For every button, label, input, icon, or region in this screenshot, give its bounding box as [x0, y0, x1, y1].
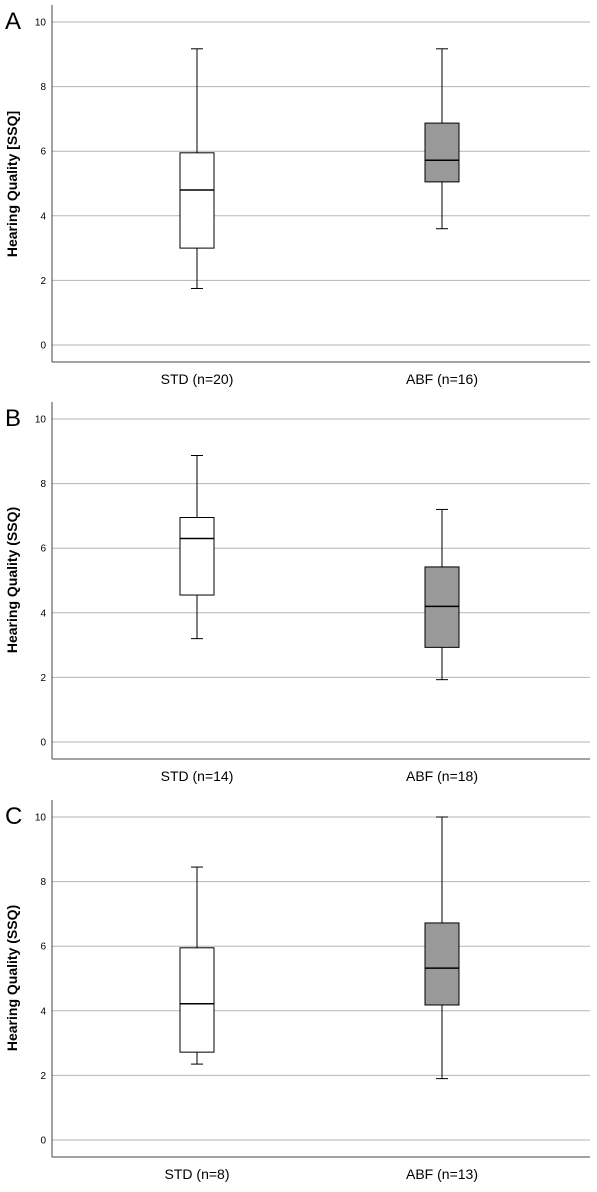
y-axis-label: Hearing Quality (SSQ)	[4, 507, 20, 653]
y-tick-label: 10	[35, 813, 47, 824]
y-tick-label: 8	[40, 877, 46, 888]
y-tick-label: 6	[40, 147, 46, 158]
y-tick-label: 0	[40, 341, 46, 352]
y-tick-label: 8	[40, 479, 46, 490]
x-category-label: ABF (n=18)	[406, 768, 478, 784]
y-tick-label: 6	[40, 942, 46, 953]
box-std	[179, 866, 215, 1065]
x-category-label: STD (n=8)	[165, 1166, 230, 1182]
y-tick-label: 4	[40, 608, 46, 619]
chart-panel-c: C 0 2 4 6 8 10 Hearing Quality (SSQ) STD (n=8) AB…	[4, 800, 590, 1182]
iqr-box	[179, 517, 215, 596]
y-tick-label: 6	[40, 544, 46, 555]
panel-label: A	[5, 8, 21, 35]
y-tick-label: 4	[40, 211, 46, 222]
box-abf	[424, 508, 460, 681]
iqr-box	[424, 122, 460, 183]
y-tick-label: 10	[35, 415, 47, 426]
y-tick-label: 0	[40, 738, 46, 749]
iqr-box	[424, 922, 460, 1006]
x-category-label: STD (n=14)	[161, 768, 234, 784]
box-abf	[424, 48, 460, 230]
panel-label: B	[5, 405, 21, 432]
box-abf	[424, 816, 460, 1080]
y-tick-label: 2	[40, 1071, 46, 1082]
y-tick-label: 0	[40, 1136, 46, 1147]
y-tick-label: 8	[40, 82, 46, 93]
chart-panel-a: A 0 2 4 6 8 10 Hearing Quality [SSQ] STD (n=20) A…	[4, 5, 590, 387]
iqr-box	[424, 566, 460, 648]
y-tick-label: 10	[35, 18, 47, 29]
y-tick-label: 4	[40, 1006, 46, 1017]
y-tick-label: 2	[40, 673, 46, 684]
box-std	[179, 48, 215, 289]
x-category-label: STD (n=20)	[161, 371, 234, 387]
chart-panel-b: B 0 2 4 6 8 10 Hearing Quality (SSQ) STD (n=14) A…	[4, 402, 590, 784]
x-category-label: ABF (n=16)	[406, 371, 478, 387]
iqr-box	[179, 152, 215, 249]
y-axis-label: Hearing Quality [SSQ]	[4, 111, 20, 257]
iqr-box	[179, 947, 215, 1053]
x-category-label: ABF (n=13)	[406, 1166, 478, 1182]
panel-label: C	[5, 803, 22, 830]
y-tick-label: 2	[40, 276, 46, 287]
box-std	[179, 454, 215, 640]
y-axis-label: Hearing Quality (SSQ)	[4, 905, 20, 1051]
